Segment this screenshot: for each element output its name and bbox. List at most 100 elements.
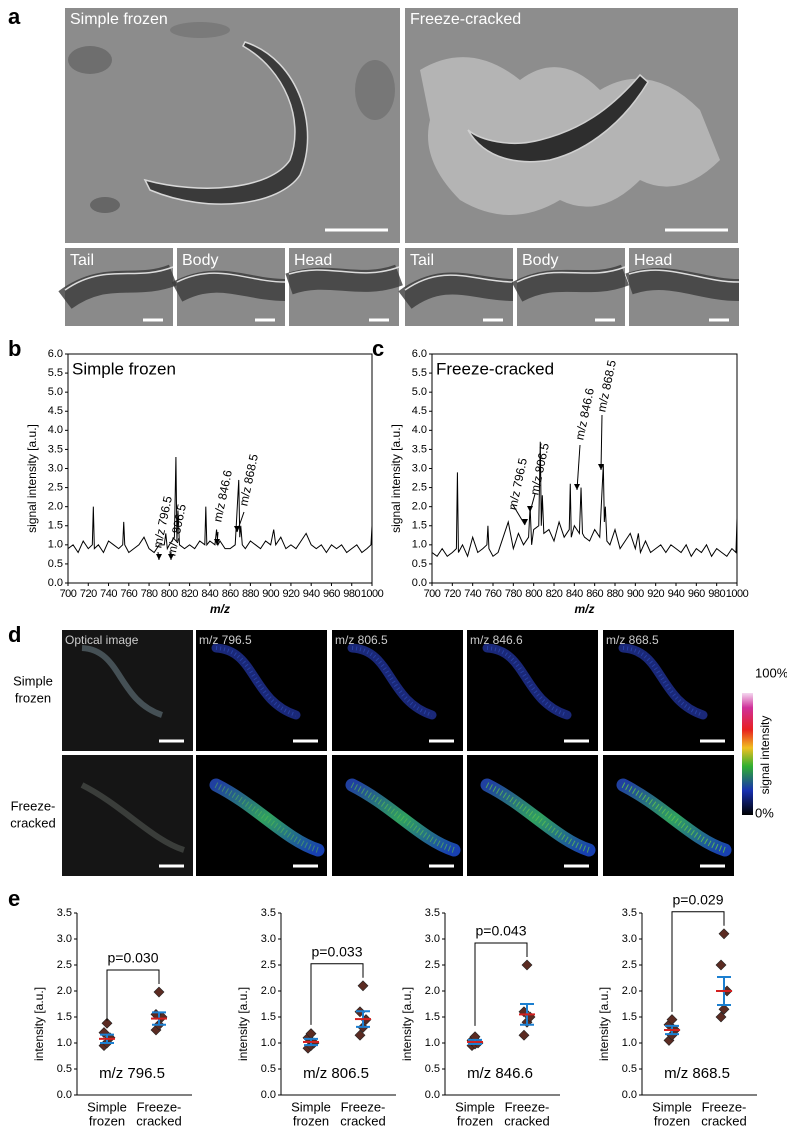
- worm-edge: [288, 266, 400, 275]
- sem-image: [65, 8, 400, 243]
- image-title: Freeze-cracked: [410, 11, 521, 28]
- worm-detail: [511, 264, 630, 302]
- x-tick-label: frozen: [89, 1113, 125, 1127]
- colorbar: [742, 693, 753, 815]
- data-point: [718, 928, 730, 940]
- ms-worm: [616, 778, 732, 857]
- x-tick-label: 800: [525, 588, 542, 600]
- y-tick-label: 2.0: [261, 985, 276, 997]
- spectrum-line: [431, 441, 738, 558]
- column-title: m/z 806.5: [335, 633, 388, 647]
- peak-annotation: m/z 846.6: [210, 469, 235, 524]
- x-tick-label: 760: [485, 588, 502, 600]
- y-tick-label: 0.5: [57, 1063, 72, 1075]
- y-tick-label: 4.0: [412, 424, 427, 436]
- y-tick-label: 0.0: [57, 1089, 72, 1101]
- ms-images: [60, 628, 735, 879]
- x-tick-label: 940: [668, 588, 685, 600]
- y-tick-label: 0.5: [412, 558, 427, 570]
- x-tick-label: 820: [181, 588, 198, 600]
- worm-edge: [404, 274, 514, 291]
- significance-bracket: [106, 969, 160, 1021]
- annotation-arrow: [576, 444, 581, 491]
- x-tick-label: 980: [708, 588, 725, 600]
- x-tick-label: 780: [141, 588, 158, 600]
- y-axis-label: intensity [a.u.]: [597, 987, 611, 1061]
- panel-label: c: [372, 336, 384, 361]
- x-tick-label: 880: [607, 588, 624, 600]
- data-point: [357, 980, 369, 992]
- x-tick-label: 740: [464, 588, 481, 600]
- arrow-head: [214, 539, 220, 545]
- detail-title: Head: [634, 252, 672, 269]
- x-tick-label: 760: [120, 588, 137, 600]
- y-tick-label: 0.0: [425, 1089, 440, 1101]
- y-tick-label: 4.5: [412, 405, 427, 417]
- detail-title: Body: [522, 252, 558, 269]
- worm-edge: [64, 266, 174, 291]
- y-tick-label: 0.5: [261, 1063, 276, 1075]
- x-tick-label: 960: [688, 588, 705, 600]
- plot-frame: [67, 353, 373, 584]
- y-tick-label: 5.0: [48, 386, 63, 398]
- annotation-arrow: [512, 504, 526, 526]
- x-tick-label: 860: [222, 588, 239, 600]
- y-tick-label: 1.0: [425, 1037, 440, 1049]
- significance-bracket: [474, 942, 528, 1026]
- x-tick-label: 900: [262, 588, 279, 600]
- x-tick-label: frozen: [293, 1113, 329, 1127]
- peak-annotation: m/z 868.5: [236, 453, 261, 508]
- y-tick-label: 3.0: [261, 933, 276, 945]
- peak-annotation: m/z 868.5: [594, 359, 619, 414]
- y-tick-label: 3.5: [412, 443, 427, 455]
- x-tick-label: 820: [546, 588, 563, 600]
- colorbar-label: signal intensity: [758, 716, 772, 795]
- y-tick-label: 2.5: [622, 959, 637, 971]
- y-tick-label: 0.0: [261, 1089, 276, 1101]
- x-tick-label: 700: [424, 588, 441, 600]
- panel-label: a: [8, 4, 21, 29]
- data-point: [715, 1011, 727, 1023]
- data-point: [715, 959, 727, 971]
- chart-title: Freeze-cracked: [436, 359, 554, 378]
- x-tick-label: cracked: [701, 1113, 747, 1127]
- ms-worm: [345, 778, 461, 857]
- y-tick-label: 4.0: [48, 424, 63, 436]
- column-title: Optical image: [65, 633, 139, 647]
- x-tick-label: 780: [505, 588, 522, 600]
- data-point: [101, 1017, 113, 1029]
- ms-worm: [480, 778, 596, 857]
- chart-title: m/z 868.5: [664, 1065, 730, 1082]
- significance-bracket: [310, 963, 364, 1025]
- arrow-head: [598, 464, 604, 470]
- y-tick-label: 3.5: [261, 907, 276, 919]
- y-tick-label: 1.5: [261, 1011, 276, 1023]
- x-tick-label: 800: [161, 588, 178, 600]
- x-tick-label: Freeze-: [341, 1099, 386, 1114]
- y-tick-label: 2.5: [261, 959, 276, 971]
- y-tick-label: 2.0: [57, 985, 72, 997]
- chart-title: m/z 796.5: [99, 1065, 165, 1082]
- x-tick-label: 920: [283, 588, 300, 600]
- chart-title: m/z 806.5: [303, 1065, 369, 1082]
- y-tick-label: 1.5: [622, 1011, 637, 1023]
- x-tick-label: 1000: [726, 588, 749, 600]
- y-tick-label: 0.0: [622, 1089, 637, 1101]
- y-tick-label: 1.0: [261, 1037, 276, 1049]
- detail-images: [58, 248, 740, 326]
- y-tick-label: 5.0: [412, 386, 427, 398]
- y-tick-label: 1.0: [412, 539, 427, 551]
- x-tick-label: 740: [100, 588, 117, 600]
- y-tick-label: 3.0: [412, 462, 427, 474]
- chart-title: m/z 846.6: [467, 1065, 533, 1082]
- arrow-head: [168, 554, 174, 560]
- data-point: [354, 1029, 366, 1041]
- y-tick-label: 3.0: [622, 933, 637, 945]
- y-tick-label: 3.0: [425, 933, 440, 945]
- y-tick-label: 3.5: [57, 907, 72, 919]
- detail-title: Tail: [70, 252, 94, 269]
- y-tick-label: 0.5: [425, 1063, 440, 1075]
- y-axis-label: intensity [a.u.]: [32, 987, 46, 1061]
- colorbar-max: 100%: [755, 665, 787, 680]
- x-tick-label: Freeze-: [702, 1099, 747, 1114]
